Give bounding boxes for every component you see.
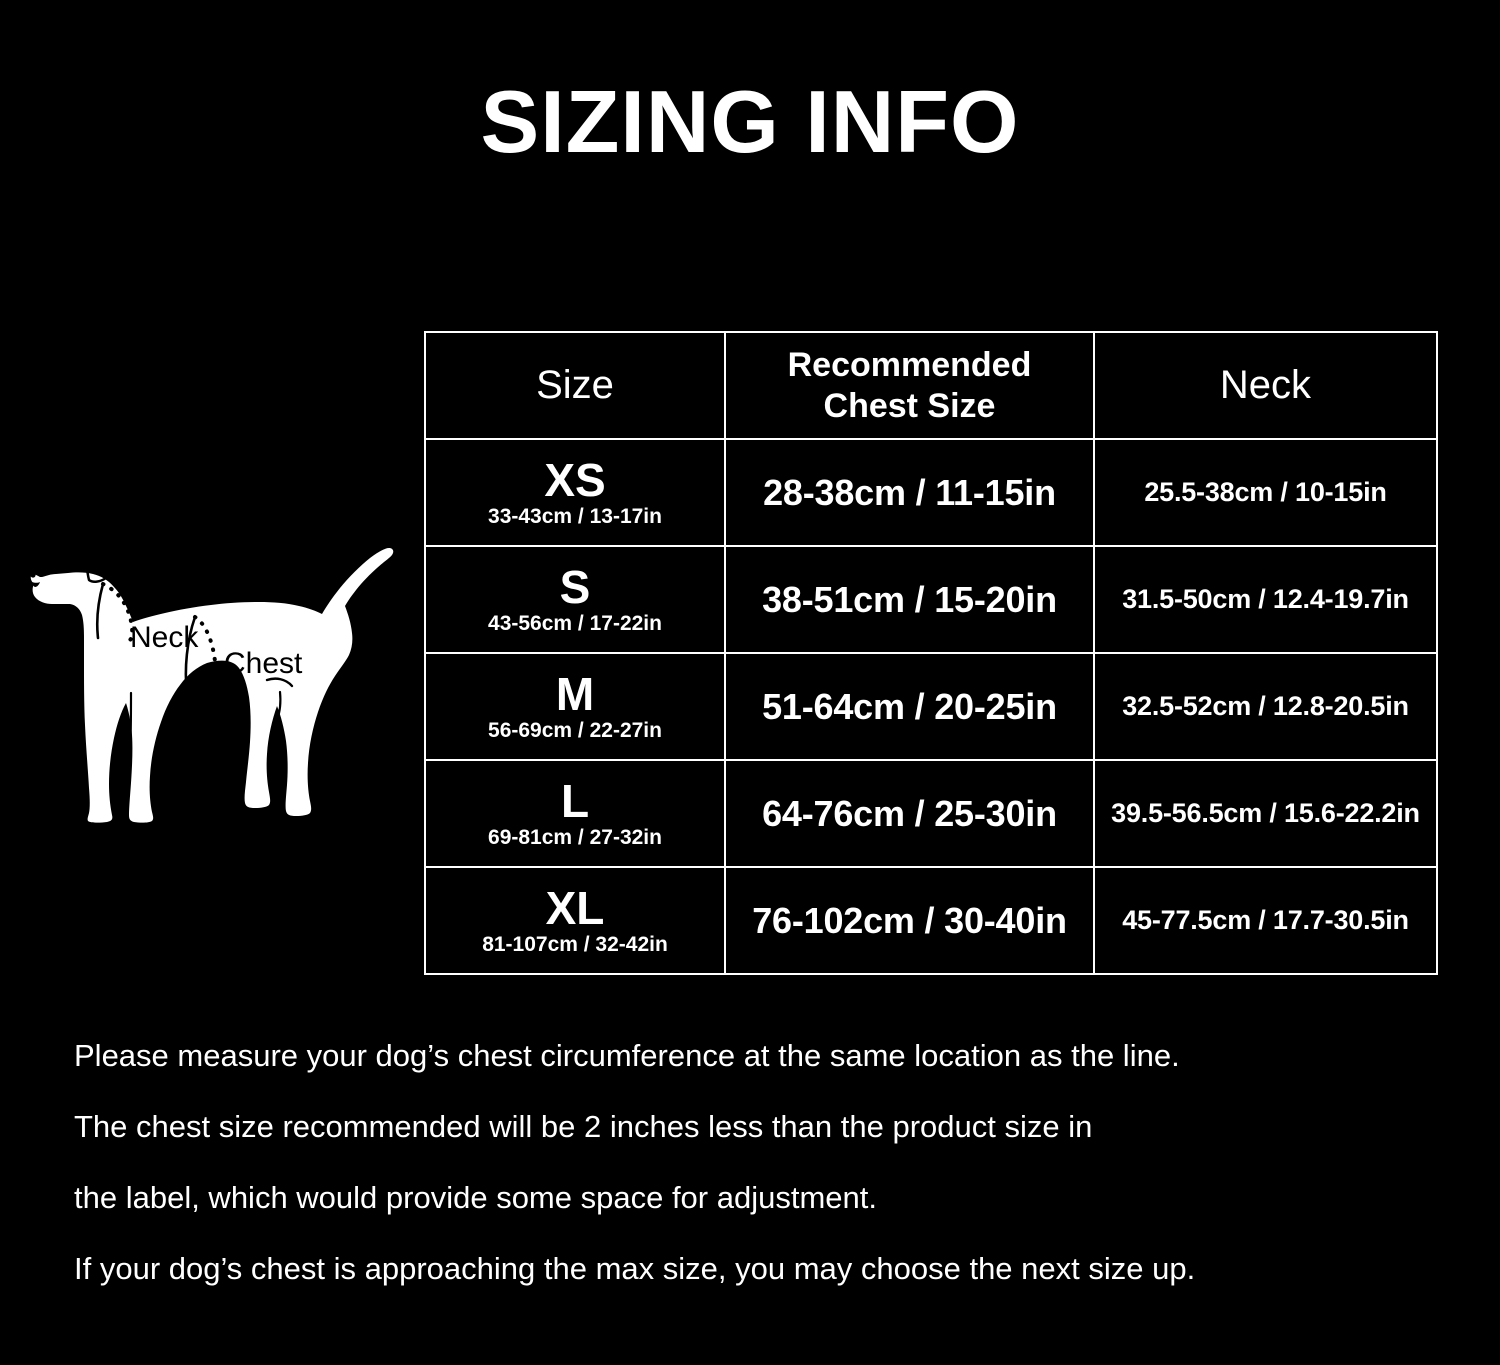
dog-hindleg-line xyxy=(275,690,282,722)
cell-neck-xl: 45-77.5cm / 17.7-30.5in xyxy=(1093,866,1438,975)
table-row: S 43-56cm / 17-22in 38-51cm / 15-20in 31… xyxy=(424,545,1438,654)
note-line-3: the label, which would provide some spac… xyxy=(74,1180,877,1215)
header-cell-neck: Neck xyxy=(1093,331,1438,440)
cell-chest-xl: 76-102cm / 30-40in xyxy=(724,866,1095,975)
cell-size-m: M 56-69cm / 22-27in xyxy=(424,652,726,761)
neck-measure-solid-arc xyxy=(95,582,105,640)
chest-measure-dotted-arc xyxy=(193,615,219,721)
note-line-1: Please measure your dog’s chest circumfe… xyxy=(74,1038,1180,1073)
size-range: 56-69cm / 22-27in xyxy=(488,719,662,743)
dog-ear xyxy=(84,545,115,583)
size-range: 69-81cm / 27-32in xyxy=(488,826,662,850)
cell-size-l: L 69-81cm / 27-32in xyxy=(424,759,726,868)
size-range: 43-56cm / 17-22in xyxy=(488,612,662,636)
cell-neck-l: 39.5-56.5cm / 15.6-22.2in xyxy=(1093,759,1438,868)
dog-measurement-illustration: Neck Chest xyxy=(18,520,418,870)
dog-shoulder-line xyxy=(128,691,133,757)
dog-eye xyxy=(58,556,70,563)
header-label-neck: Neck xyxy=(1219,362,1312,407)
header-cell-size: Size xyxy=(424,331,726,440)
chest-label: Chest xyxy=(224,647,303,680)
size-range: 33-43cm / 13-17in xyxy=(488,505,662,529)
size-label: M xyxy=(555,667,595,720)
table-row: M 56-69cm / 22-27in 51-64cm / 20-25in 32… xyxy=(424,652,1438,761)
cell-chest-l: 64-76cm / 25-30in xyxy=(724,759,1095,868)
header-cell-chest: Recommended Chest Size xyxy=(724,331,1095,440)
size-label: L xyxy=(560,774,590,827)
note-line-4: If your dog’s chest is approaching the m… xyxy=(74,1251,1196,1286)
measurement-notes: Please measure your dog’s chest circumfe… xyxy=(74,1040,1434,1284)
cell-size-xl: XL 81-107cm / 32-42in xyxy=(424,866,726,975)
cell-chest-s: 38-51cm / 15-20in xyxy=(724,545,1095,654)
cell-neck-xs: 25.5-38cm / 10-15in xyxy=(1093,438,1438,547)
cell-size-xs: XS 33-43cm / 13-17in xyxy=(424,438,726,547)
size-label: XS xyxy=(544,453,606,506)
cell-chest-xs: 28-38cm / 11-15in xyxy=(724,438,1095,547)
table-row: L 69-81cm / 27-32in 64-76cm / 25-30in 39… xyxy=(424,759,1438,868)
chest-measure-solid-arc xyxy=(184,615,197,721)
size-label: S xyxy=(559,560,591,613)
header-label-chest-line1: Recommended xyxy=(787,346,1032,385)
dog-silhouette-shape xyxy=(30,548,394,823)
table-header-row: Size Recommended Chest Size Neck xyxy=(424,331,1438,440)
dog-haunch-line xyxy=(265,677,294,688)
note-line-2: The chest size recommended will be 2 inc… xyxy=(74,1109,1093,1144)
size-label: XL xyxy=(545,881,605,934)
cell-neck-m: 32.5-52cm / 12.8-20.5in xyxy=(1093,652,1438,761)
sizing-table: Size Recommended Chest Size Neck XS 33-4… xyxy=(424,331,1438,975)
cell-neck-s: 31.5-50cm / 12.4-19.7in xyxy=(1093,545,1438,654)
page-title: SIZING INFO xyxy=(480,72,1020,171)
size-range: 81-107cm / 32-42in xyxy=(482,933,668,957)
table-row: XS 33-43cm / 13-17in 28-38cm / 11-15in 2… xyxy=(424,438,1438,547)
cell-chest-m: 51-64cm / 20-25in xyxy=(724,652,1095,761)
neck-label: Neck xyxy=(130,621,199,654)
cell-size-s: S 43-56cm / 17-22in xyxy=(424,545,726,654)
header-label-chest-line2: Chest Size xyxy=(823,386,996,425)
table-row: XL 81-107cm / 32-42in 76-102cm / 30-40in… xyxy=(424,866,1438,975)
dog-nose xyxy=(30,572,36,578)
header-label-size: Size xyxy=(536,362,614,407)
